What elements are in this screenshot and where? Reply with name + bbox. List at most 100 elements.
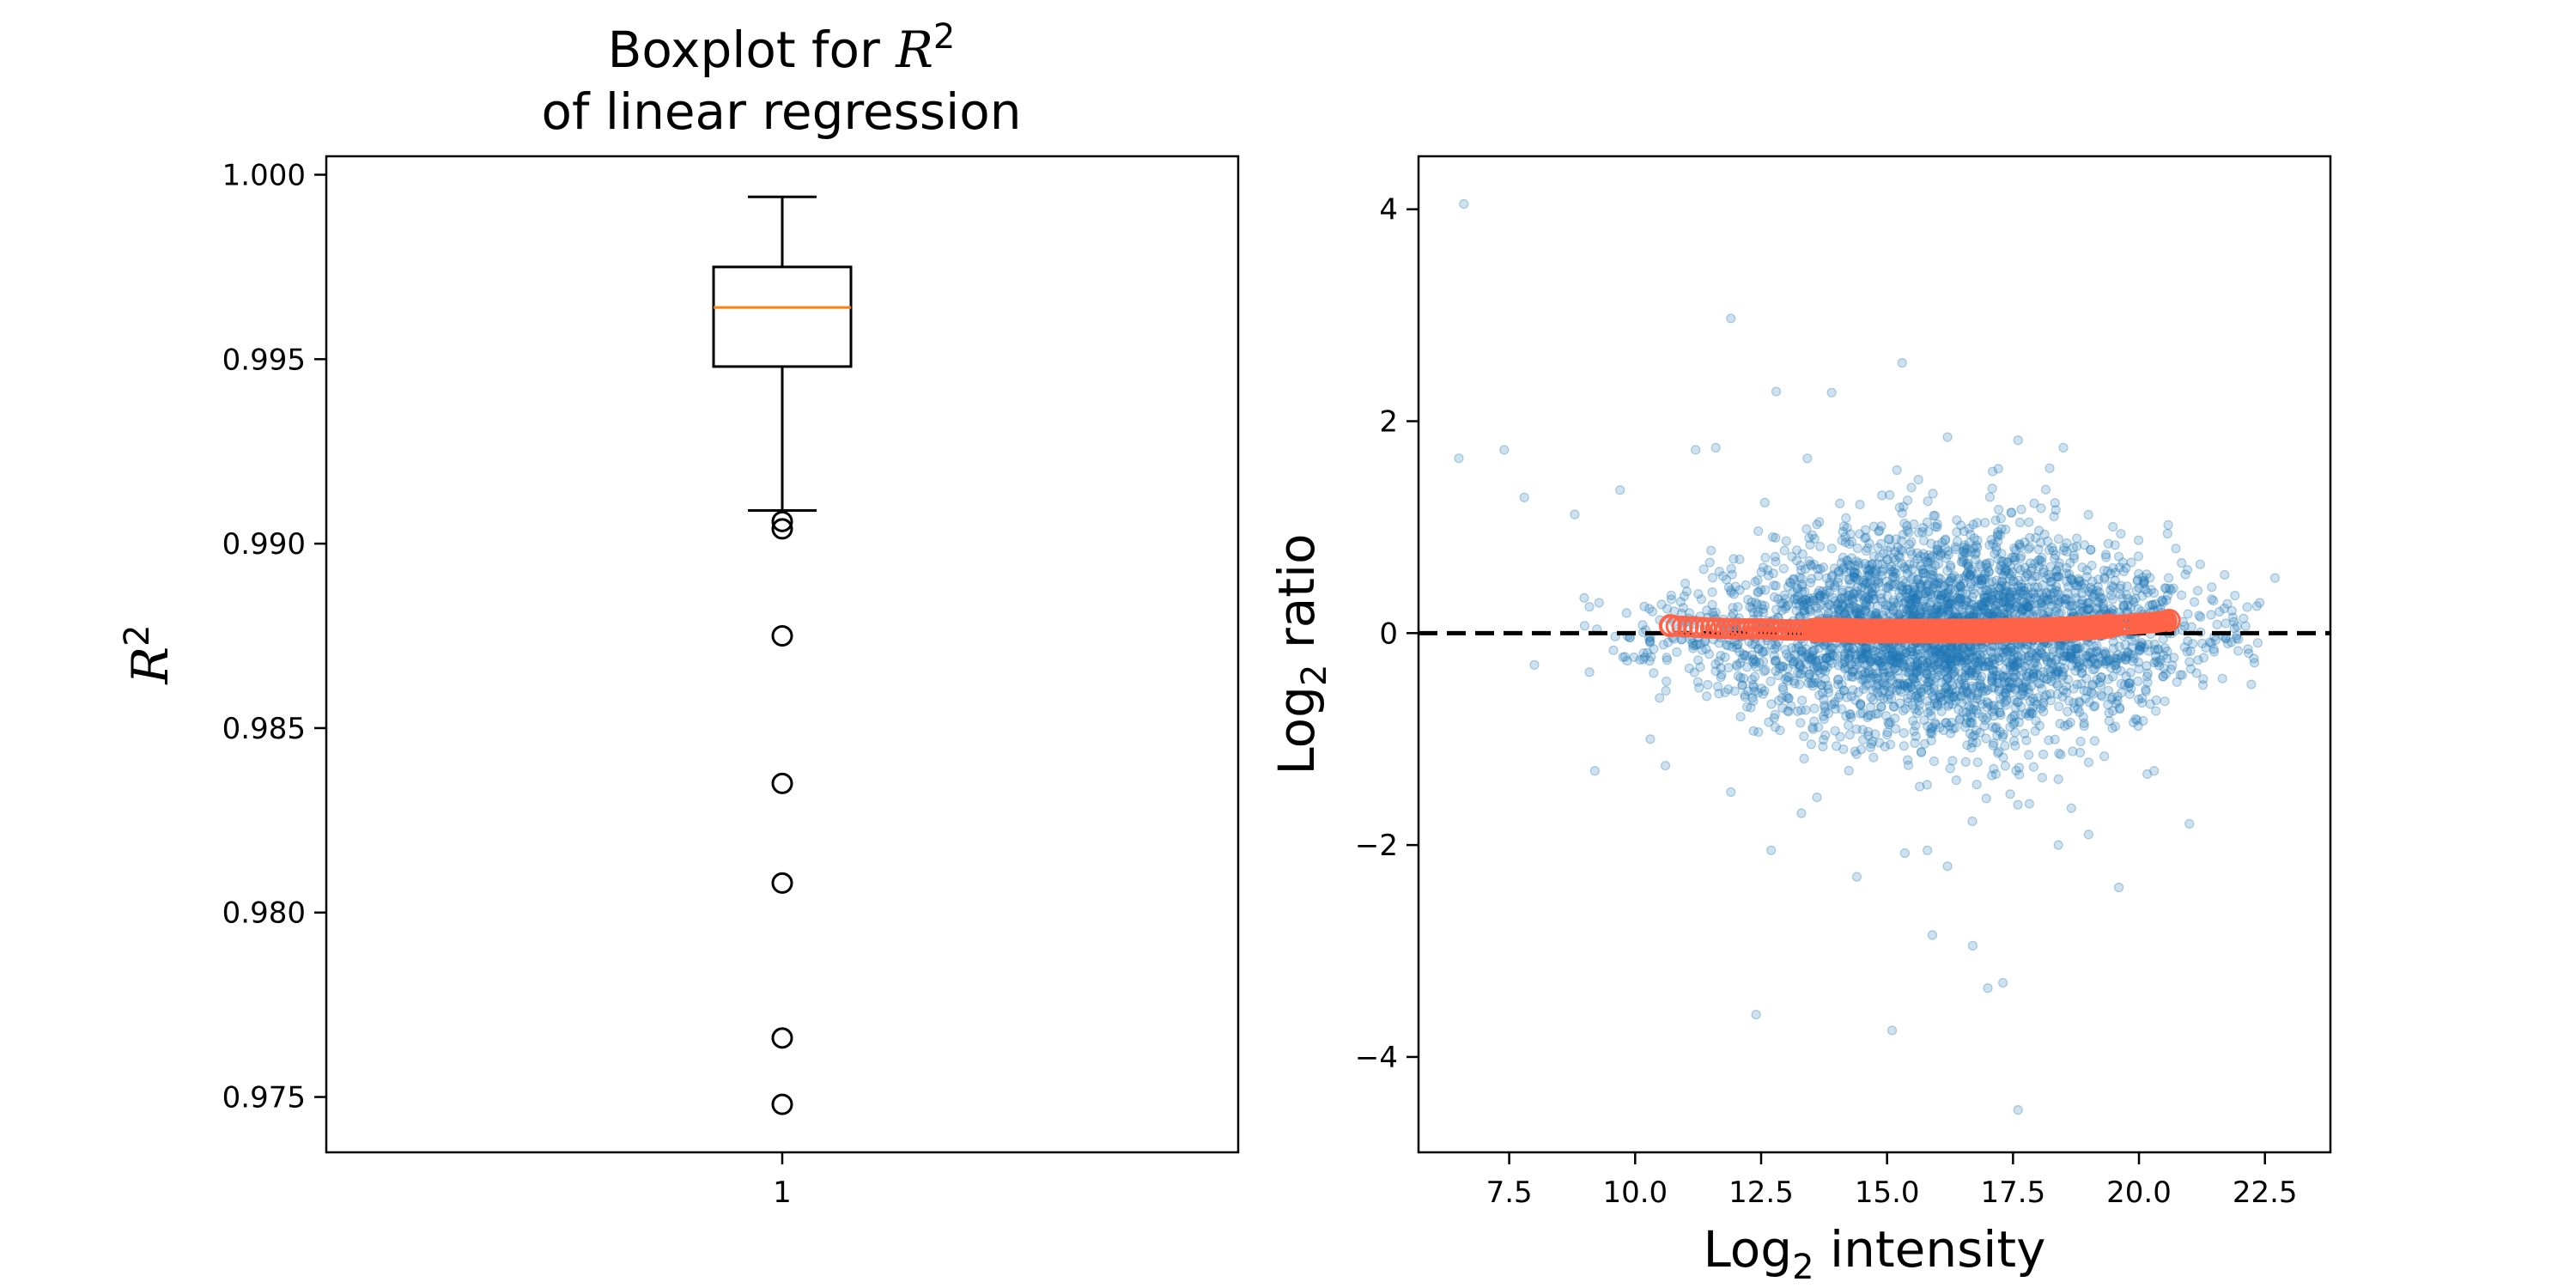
scatter-point [1862, 659, 1872, 670]
scatter-point [1775, 660, 1785, 671]
scatter-point [2115, 583, 2125, 594]
scatter-point [1968, 584, 1978, 594]
scatter-point [1803, 677, 1814, 689]
scatter-point [2064, 696, 2075, 706]
scatter-point [2065, 557, 2075, 568]
scatter-point [1726, 787, 1736, 798]
scatter-point [1861, 674, 1871, 684]
scatter-point [2045, 589, 2056, 600]
scatter-point [1888, 595, 1899, 605]
scatter-point [1980, 656, 1990, 667]
scatter-point [1968, 646, 1978, 657]
scatter-point [2028, 587, 2038, 598]
scatter-point [2017, 605, 2027, 615]
scatter-point [1921, 651, 1931, 661]
scatter-point [1877, 597, 1887, 607]
scatter-point [1953, 690, 1963, 702]
scatter-point [1899, 518, 1910, 529]
scatter-point [1798, 665, 1808, 675]
scatter-point [2020, 605, 2031, 615]
scatter-point [1946, 656, 1956, 667]
scatter-point [1820, 665, 1831, 677]
scatter-point [2125, 677, 2136, 688]
scatter-point [2045, 562, 2056, 572]
scatter-point [2019, 582, 2029, 593]
boxplot-y-ticks: 0.975 0.980 0.985 0.990 0.995 1.000 [222, 158, 326, 1115]
scatter-point [1726, 313, 1736, 324]
scatter-point [2026, 600, 2037, 611]
scatter-point [1987, 682, 1997, 693]
scatter-point [2013, 799, 2023, 810]
scatter-point [1863, 710, 1874, 721]
scatter-point [2017, 683, 2027, 693]
boxplot-title-line1: Boxplot for R2 [608, 17, 956, 79]
scatter-point [1882, 730, 1893, 740]
scatter-point [2052, 571, 2063, 581]
scatter-point [1951, 775, 1961, 786]
scatter-point [1707, 573, 1718, 583]
scatter-point [1787, 551, 1797, 562]
scatter-point [1943, 586, 1953, 597]
scatter-point [1941, 717, 1952, 728]
scatter-point [1805, 606, 1815, 617]
scatter-point [1965, 709, 1976, 720]
scatter-point [1941, 683, 1952, 694]
scatter-point [1753, 726, 1764, 738]
scatter-point [1717, 571, 1728, 581]
scatter-point [1969, 643, 1979, 654]
scatter-point [2035, 670, 2045, 680]
scatter-point [1923, 558, 1934, 568]
scatter-point [1884, 581, 1894, 592]
scatter-point [1893, 665, 1903, 676]
scatter-point [1666, 594, 1677, 605]
scatter-point [2049, 647, 2059, 657]
scatter-point [1940, 535, 1950, 545]
scatter-point [1988, 672, 1998, 683]
scatter-point [1865, 702, 1876, 713]
boxplot-y-tick-label: 0.985 [222, 712, 306, 746]
scatter-point [1988, 587, 1998, 598]
scatter-point [1792, 706, 1803, 717]
scatter-point [1992, 730, 2002, 741]
scatter-x-ticks: 7.5 10.0 12.5 15.0 17.5 20.0 22.5 [1486, 1152, 2298, 1210]
scatter-point [2121, 671, 2131, 682]
scatter-point [2087, 680, 2098, 690]
scatter-point [2158, 671, 2168, 682]
scatter-point [1822, 653, 1832, 663]
scatter-point [2198, 680, 2208, 690]
scatter-point [2100, 649, 2111, 659]
scatter-point [1911, 691, 1921, 702]
scatter-point [2034, 646, 2044, 656]
scatter-point [1996, 577, 2008, 587]
scatter-point [2151, 695, 2161, 706]
scatter-point [1584, 667, 1595, 677]
scatter-point [2075, 736, 2086, 747]
scatter-point [1926, 650, 1936, 660]
scatter-point [2025, 542, 2035, 552]
scatter-point [2009, 660, 2020, 671]
scatter-point [1844, 574, 1854, 585]
scatter-point [1923, 642, 1933, 653]
scatter-point [1887, 648, 1898, 659]
scatter-point [1776, 598, 1786, 609]
scatter-point [2102, 655, 2112, 665]
scatter-point [2107, 594, 2117, 605]
scatter-point [2111, 658, 2121, 668]
scatter-point [1579, 592, 1589, 604]
scatter-point [2049, 511, 2059, 522]
scatter-point [1972, 688, 1983, 698]
scatter-point [1918, 568, 1929, 579]
scatter-point [1855, 499, 1865, 510]
scatter-point [1714, 638, 1724, 648]
scatter-point [1882, 545, 1893, 556]
scatter-point [1983, 660, 1993, 671]
scatter-point [2050, 669, 2062, 679]
scatter-point [2040, 484, 2051, 495]
scatter-point [1994, 504, 2004, 515]
scatter-point [1812, 792, 1822, 803]
scatter-point [1964, 572, 1974, 582]
scatter-point [1945, 763, 1955, 774]
scatter-point [2269, 573, 2281, 583]
scatter-point [1936, 647, 1947, 657]
scatter-point [1981, 793, 1991, 804]
